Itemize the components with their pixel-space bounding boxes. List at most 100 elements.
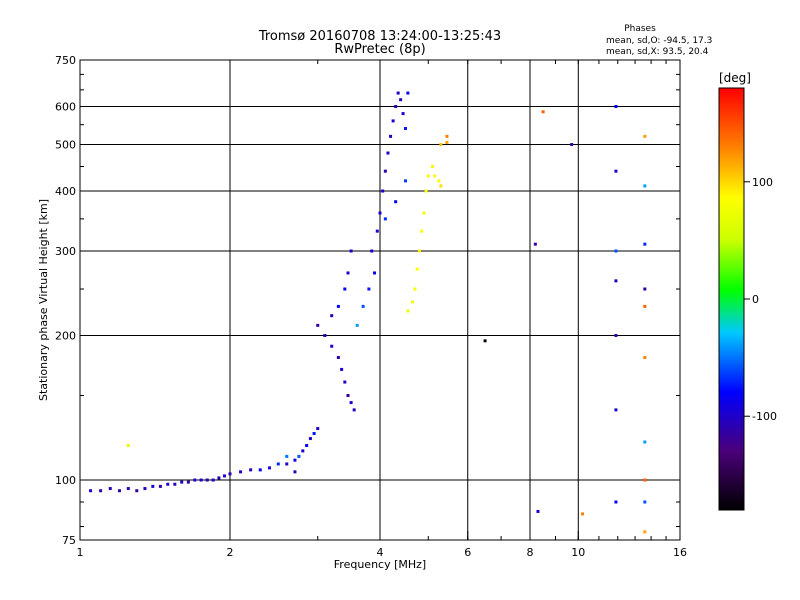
echo-point	[394, 105, 398, 109]
echo-point	[415, 267, 419, 271]
echo-point	[403, 126, 407, 130]
echo-point	[346, 271, 350, 275]
echo-point	[643, 287, 647, 291]
echo-point	[399, 98, 403, 102]
echo-point	[614, 408, 618, 412]
echo-point	[406, 309, 410, 313]
y-tick-label: 75	[62, 534, 76, 547]
echo-point	[330, 344, 334, 348]
echo-point	[437, 179, 441, 183]
echo-point	[180, 480, 184, 484]
echo-point	[643, 500, 647, 504]
echo-point	[386, 151, 390, 155]
echo-point	[381, 189, 385, 193]
echo-point	[166, 482, 170, 486]
echo-point	[643, 304, 647, 308]
echo-points	[89, 91, 647, 534]
x-axis-label: Frequency [MHz]	[334, 558, 426, 571]
echo-point	[413, 287, 417, 291]
echo-point	[533, 242, 537, 246]
echo-point	[406, 91, 410, 95]
echo-point	[173, 482, 177, 486]
echo-point	[614, 169, 618, 173]
echo-point	[99, 489, 103, 493]
echo-point	[643, 530, 647, 534]
echo-point	[316, 323, 320, 327]
y-tick-label: 500	[55, 139, 76, 152]
echo-point	[643, 242, 647, 246]
y-tick-label: 600	[55, 101, 76, 114]
echo-point	[258, 468, 262, 472]
echo-point	[378, 211, 382, 215]
echo-point	[336, 304, 340, 308]
echo-point	[199, 478, 203, 482]
colorbar-label: [deg]	[719, 71, 751, 85]
echo-point	[401, 112, 405, 116]
y-tick-label: 200	[55, 330, 76, 343]
echo-point	[228, 472, 232, 476]
echo-point	[614, 105, 618, 109]
echo-point	[439, 143, 443, 147]
echo-point	[431, 164, 435, 168]
x-tick-label: 8	[527, 546, 534, 559]
echo-point	[373, 271, 377, 275]
echo-point	[643, 355, 647, 359]
echo-point	[424, 189, 428, 193]
echo-point	[383, 169, 387, 173]
echo-point	[483, 339, 487, 343]
y-tick-label: 750	[55, 54, 76, 67]
echo-point	[108, 487, 112, 491]
echo-point	[126, 444, 130, 448]
echo-point	[305, 444, 309, 448]
echo-point	[267, 466, 271, 470]
echo-point	[217, 476, 221, 480]
echo-point	[417, 249, 421, 253]
echo-point	[422, 211, 426, 215]
echo-point	[343, 380, 347, 384]
echo-point	[643, 440, 647, 444]
echo-point	[349, 249, 353, 253]
echo-point	[336, 355, 340, 359]
echo-point	[643, 134, 647, 138]
stats-x-mode: mean, sd,X: 93.5, 20.4	[606, 47, 709, 57]
echo-point	[312, 432, 316, 436]
echo-point	[426, 174, 430, 178]
echo-point	[316, 427, 320, 431]
echo-point	[614, 334, 618, 338]
echo-point	[352, 408, 356, 412]
echo-point	[614, 279, 618, 283]
echo-point	[117, 489, 121, 493]
echo-point	[411, 300, 415, 304]
echo-point	[340, 367, 344, 371]
colorbar-tick-label: 0	[752, 293, 759, 306]
colorbar	[718, 87, 745, 511]
echo-point	[293, 458, 297, 462]
echo-point	[383, 217, 387, 221]
echo-point	[536, 509, 540, 513]
colorbar-tick-label: 100	[752, 176, 773, 189]
echo-point	[433, 174, 437, 178]
x-tick-label: 1	[77, 546, 84, 559]
grid-lines	[80, 60, 680, 540]
echo-point	[439, 184, 443, 188]
echo-point	[211, 478, 215, 482]
echo-point	[367, 287, 371, 291]
y-tick-label: 400	[55, 185, 76, 198]
echo-point	[205, 478, 209, 482]
x-tick-label: 16	[673, 546, 687, 559]
echo-point	[361, 304, 365, 308]
echo-point	[143, 487, 147, 491]
chart-subtitle: RwPretec (8p)	[334, 42, 425, 57]
echo-point	[151, 484, 155, 488]
echo-point	[223, 474, 227, 478]
echo-point	[330, 314, 334, 318]
colorbar-ticks: 100 0 -100	[744, 176, 777, 423]
echo-point	[375, 229, 379, 233]
stats-o-mode: mean, sd,O: -94.5, 17.3	[606, 36, 712, 46]
echo-point	[349, 401, 353, 405]
axis-ticks	[79, 60, 681, 540]
echo-point	[614, 500, 618, 504]
echo-point	[293, 470, 297, 474]
echo-point	[343, 287, 347, 291]
